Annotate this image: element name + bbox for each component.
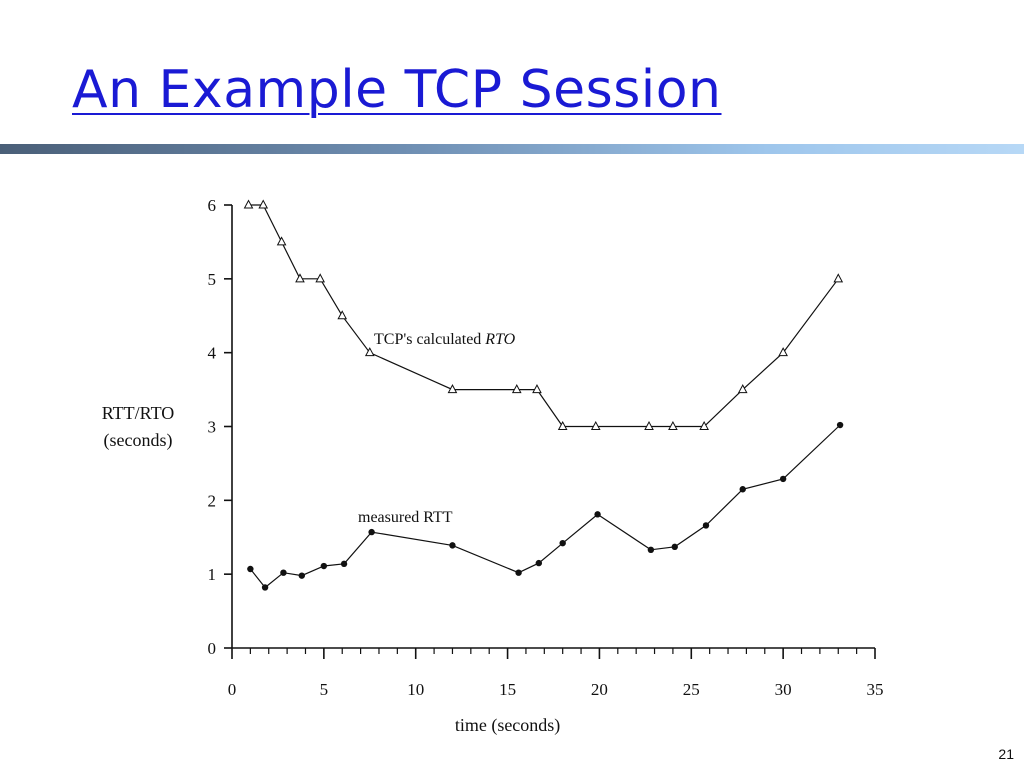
chart-series: [243, 199, 844, 591]
rtt-data-point: [261, 584, 269, 591]
rto-data-point: [644, 420, 654, 430]
x-tick-label: 25: [683, 680, 700, 699]
y-tick-label: 3: [208, 418, 217, 437]
rto-data-point: [243, 199, 254, 209]
rtt-data-point: [594, 511, 601, 518]
y-tick-label: 2: [208, 491, 217, 510]
y-tick-label: 0: [208, 639, 217, 658]
rtt-series-label: measured RTT: [358, 509, 453, 526]
rto-data-point: [295, 273, 305, 283]
x-tick-label: 0: [228, 680, 237, 699]
slide-title: An Example TCP Session: [72, 60, 722, 120]
rto-data-point: [833, 273, 844, 283]
rtt-data-point: [836, 421, 844, 429]
rtt-data-point: [559, 539, 566, 547]
rto-data-point: [258, 199, 269, 209]
rto-data-point: [590, 420, 601, 430]
rtt-series-line: [249, 424, 841, 589]
rtt-data-point: [298, 572, 306, 579]
x-tick-label: 10: [407, 680, 424, 699]
y-axis-units: (seconds): [104, 430, 173, 451]
rtt-data-point: [535, 559, 543, 567]
rto-series-label-italic: RTO: [484, 331, 515, 348]
rtt-data-point: [779, 475, 787, 483]
x-tick-label: 5: [320, 680, 329, 699]
rto-data-point: [337, 310, 348, 320]
rto-data-point: [737, 384, 748, 394]
rtt-data-point: [280, 569, 287, 576]
rto-data-point: [557, 420, 568, 430]
page-number: 21: [998, 746, 1014, 762]
rto-data-point: [699, 420, 709, 430]
rto-data-point: [364, 347, 375, 357]
rtt-data-point: [739, 486, 746, 493]
y-axis-title: RTT/RTO: [102, 403, 175, 423]
rtt-data-point: [702, 522, 710, 529]
x-tick-label: 30: [775, 680, 792, 699]
rto-data-point: [315, 273, 326, 283]
rtt-data-point: [340, 560, 348, 568]
x-tick-label: 20: [591, 680, 608, 699]
rto-data-point: [532, 384, 542, 394]
y-tick-label: 4: [208, 344, 217, 363]
rtt-data-point: [320, 562, 328, 570]
rto-data-point: [778, 347, 788, 357]
x-axis-title: time (seconds): [455, 715, 560, 736]
chart-axes: 0 1 2 3 4 5 6 0 5 10 15 20 25 30 35: [208, 196, 884, 699]
x-tick-label: 35: [867, 680, 884, 699]
rto-series-label: TCP's calculated RTO: [374, 331, 516, 348]
rto-series-line: [248, 204, 839, 428]
y-tick-label: 1: [208, 565, 217, 584]
rto-data-point: [511, 384, 522, 394]
rto-data-point: [276, 236, 287, 246]
rtt-data-point: [515, 569, 522, 576]
title-gradient-bar: [0, 144, 1024, 154]
rtt-data-point: [647, 546, 655, 554]
chart-labels: RTT/RTO (seconds) time (seconds) TCP's c…: [102, 331, 561, 736]
rtt-data-point: [671, 543, 678, 551]
rtt-data-point: [449, 542, 456, 549]
rtt-data-point: [247, 565, 254, 573]
rto-data-point: [668, 420, 678, 430]
rtt-data-point: [368, 528, 375, 536]
rto-data-point: [447, 384, 458, 394]
rto-series-label-text: TCP's calculated: [374, 331, 485, 348]
x-tick-label: 15: [499, 680, 516, 699]
y-tick-label: 5: [208, 270, 217, 289]
y-tick-label: 6: [208, 196, 217, 215]
